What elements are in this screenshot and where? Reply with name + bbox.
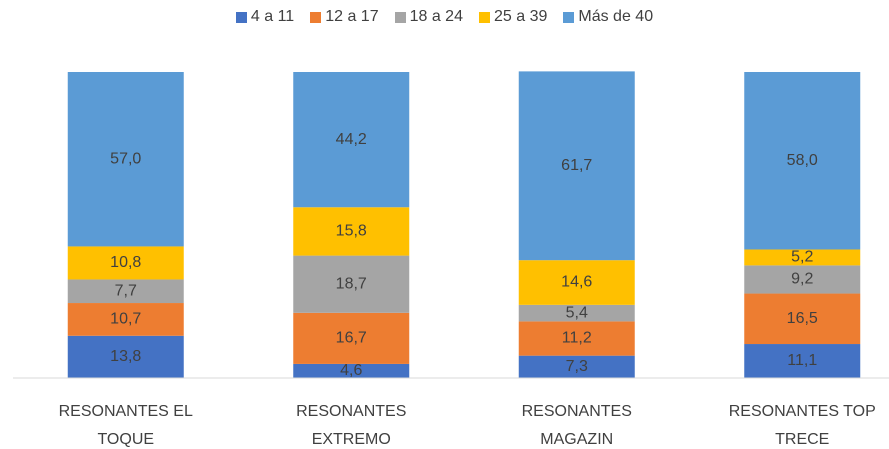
bar-segment bbox=[744, 249, 861, 266]
legend: 4 a 11 12 a 17 18 a 24 25 a 39 Más de 40 bbox=[0, 8, 889, 26]
data-label: 13,8 bbox=[110, 348, 141, 365]
data-label: 5,4 bbox=[566, 304, 588, 321]
bar-segment bbox=[518, 321, 635, 356]
legend-swatch bbox=[478, 11, 490, 23]
legend-label: 12 a 17 bbox=[325, 8, 379, 25]
data-label: 5,2 bbox=[791, 249, 813, 266]
data-label: 44,2 bbox=[336, 131, 367, 148]
legend-item: Más de 40 bbox=[563, 8, 653, 26]
legend-label: 18 a 24 bbox=[409, 8, 463, 25]
data-label: 10,7 bbox=[110, 311, 141, 328]
data-label: 11,2 bbox=[562, 330, 592, 347]
bar-segment bbox=[518, 71, 635, 261]
data-label: 61,7 bbox=[561, 157, 592, 174]
bar-segment bbox=[518, 260, 635, 305]
bar-segment bbox=[518, 304, 635, 322]
data-label: 18,7 bbox=[336, 275, 367, 292]
bar-segment bbox=[744, 72, 861, 250]
data-label: 7,7 bbox=[115, 282, 137, 299]
bar-segment bbox=[744, 344, 861, 378]
legend-label: 25 a 39 bbox=[493, 8, 548, 25]
bar-segment bbox=[744, 293, 861, 345]
data-label: 16,5 bbox=[787, 310, 818, 327]
legend-swatch bbox=[394, 11, 406, 23]
bar-segment bbox=[67, 246, 184, 280]
legend-item: 18 a 24 bbox=[394, 8, 463, 26]
bar-segment bbox=[67, 303, 184, 336]
bar-segment bbox=[67, 279, 184, 304]
data-label: 15,8 bbox=[336, 223, 367, 240]
x-tick-label: RESONANTES TOP TRECE bbox=[728, 403, 876, 448]
legend-swatch bbox=[563, 11, 575, 23]
legend-item: 4 a 11 bbox=[235, 8, 295, 26]
bar-segment bbox=[293, 363, 410, 378]
legend-swatch bbox=[310, 11, 322, 23]
legend-item: 12 a 17 bbox=[310, 8, 379, 26]
x-tick-label: RESONANTES MAGAZIN bbox=[521, 403, 632, 448]
bar-segment bbox=[67, 335, 184, 378]
bar-segment bbox=[293, 255, 410, 313]
bar-segment bbox=[518, 355, 635, 378]
data-label: 11,1 bbox=[787, 352, 817, 369]
legend-label: 4 a 11 bbox=[250, 8, 295, 25]
bar-segment bbox=[744, 265, 861, 294]
data-label: 10,8 bbox=[110, 254, 141, 271]
data-label: 14,6 bbox=[561, 274, 592, 291]
legend-item: 25 a 39 bbox=[478, 8, 548, 26]
bar-segment bbox=[293, 207, 410, 256]
data-label: 57,0 bbox=[110, 150, 141, 167]
x-tick-label: RESONANTES EXTREMO bbox=[296, 403, 407, 448]
bar-segment bbox=[67, 72, 184, 247]
data-label: 58,0 bbox=[787, 152, 818, 169]
bar-segment bbox=[293, 72, 410, 208]
legend-swatch bbox=[235, 11, 247, 23]
x-tick-label: RESONANTES EL TOQUE bbox=[58, 403, 193, 448]
data-label: 9,2 bbox=[791, 271, 813, 288]
data-label: 4,6 bbox=[340, 362, 362, 379]
bar-segment bbox=[293, 312, 410, 364]
data-label: 16,7 bbox=[336, 330, 367, 347]
legend-label: Más de 40 bbox=[578, 8, 654, 25]
data-label: 7,3 bbox=[566, 358, 588, 375]
